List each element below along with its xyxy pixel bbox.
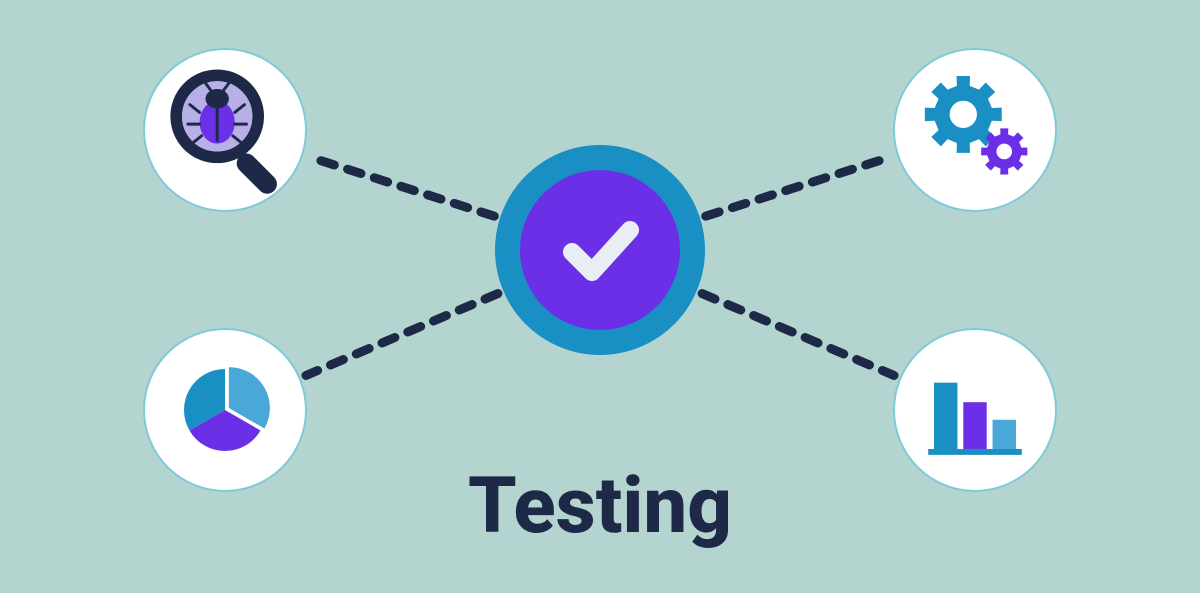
center-node — [495, 145, 705, 355]
bug-magnifier-icon — [145, 48, 305, 212]
pie-chart-node — [143, 328, 307, 492]
bar-chart-node — [893, 328, 1057, 492]
pie-chart-icon — [145, 328, 305, 492]
center-inner-circle — [520, 170, 680, 330]
bar-chart-icon — [895, 328, 1055, 492]
gears-node — [893, 48, 1057, 212]
title-text: Testing — [468, 461, 732, 552]
bug-search-node — [143, 48, 307, 212]
checkmark-icon — [550, 200, 650, 300]
infographic-canvas: Testing — [0, 0, 1200, 593]
gears-icon — [895, 48, 1055, 212]
